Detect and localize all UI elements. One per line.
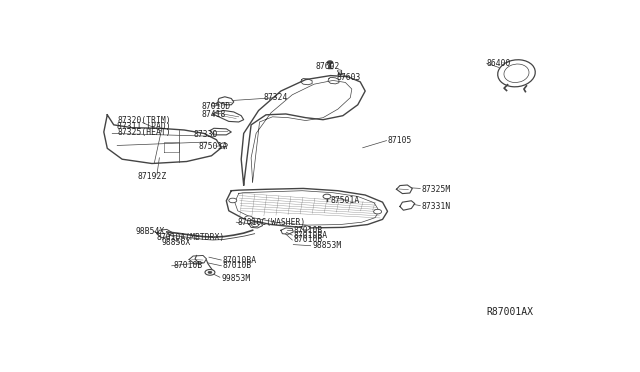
Text: 87010B: 87010B [173, 261, 202, 270]
Text: 87418: 87418 [202, 110, 226, 119]
Text: 87010BA: 87010BA [293, 231, 328, 240]
Text: 87331N: 87331N [421, 202, 451, 211]
Text: 87105: 87105 [388, 136, 412, 145]
Text: 87325(HEAT): 87325(HEAT) [117, 128, 171, 137]
Text: 87010D: 87010D [202, 102, 231, 111]
Circle shape [244, 216, 253, 221]
Circle shape [220, 143, 227, 147]
Text: 87602: 87602 [316, 62, 340, 71]
Text: 87010C(WASHER): 87010C(WASHER) [237, 218, 306, 227]
Circle shape [323, 194, 331, 199]
Text: R87001AX: R87001AX [486, 308, 534, 317]
Circle shape [301, 226, 310, 230]
Text: 86400: 86400 [486, 59, 511, 68]
Text: 87320(TRIM): 87320(TRIM) [117, 116, 171, 125]
Text: 87010B: 87010B [293, 226, 323, 235]
Text: 87501A: 87501A [198, 142, 227, 151]
Circle shape [208, 271, 212, 273]
Text: 87603: 87603 [337, 73, 361, 81]
Text: 87192Z: 87192Z [137, 172, 166, 181]
Circle shape [229, 198, 237, 203]
Text: 98853M: 98853M [312, 241, 341, 250]
Text: 87010B: 87010B [223, 261, 252, 270]
Text: 87501A: 87501A [330, 196, 360, 205]
Circle shape [337, 70, 341, 72]
Text: 87311 (PAD): 87311 (PAD) [117, 122, 171, 131]
Text: 87324: 87324 [264, 93, 288, 102]
Text: 99853M: 99853M [221, 273, 251, 283]
Text: 87010B: 87010B [293, 235, 323, 244]
Circle shape [327, 61, 333, 64]
Text: 87330: 87330 [193, 130, 218, 140]
Text: 87325M: 87325M [421, 185, 451, 194]
Circle shape [252, 223, 259, 227]
Circle shape [211, 103, 216, 106]
Circle shape [374, 209, 381, 214]
Text: 98856X: 98856X [162, 238, 191, 247]
Circle shape [205, 269, 215, 275]
Text: 87010BA: 87010BA [223, 256, 257, 264]
Text: 98B54X: 98B54X [136, 227, 165, 236]
Text: 87010A(MBTDRX): 87010A(MBTDRX) [157, 232, 225, 242]
